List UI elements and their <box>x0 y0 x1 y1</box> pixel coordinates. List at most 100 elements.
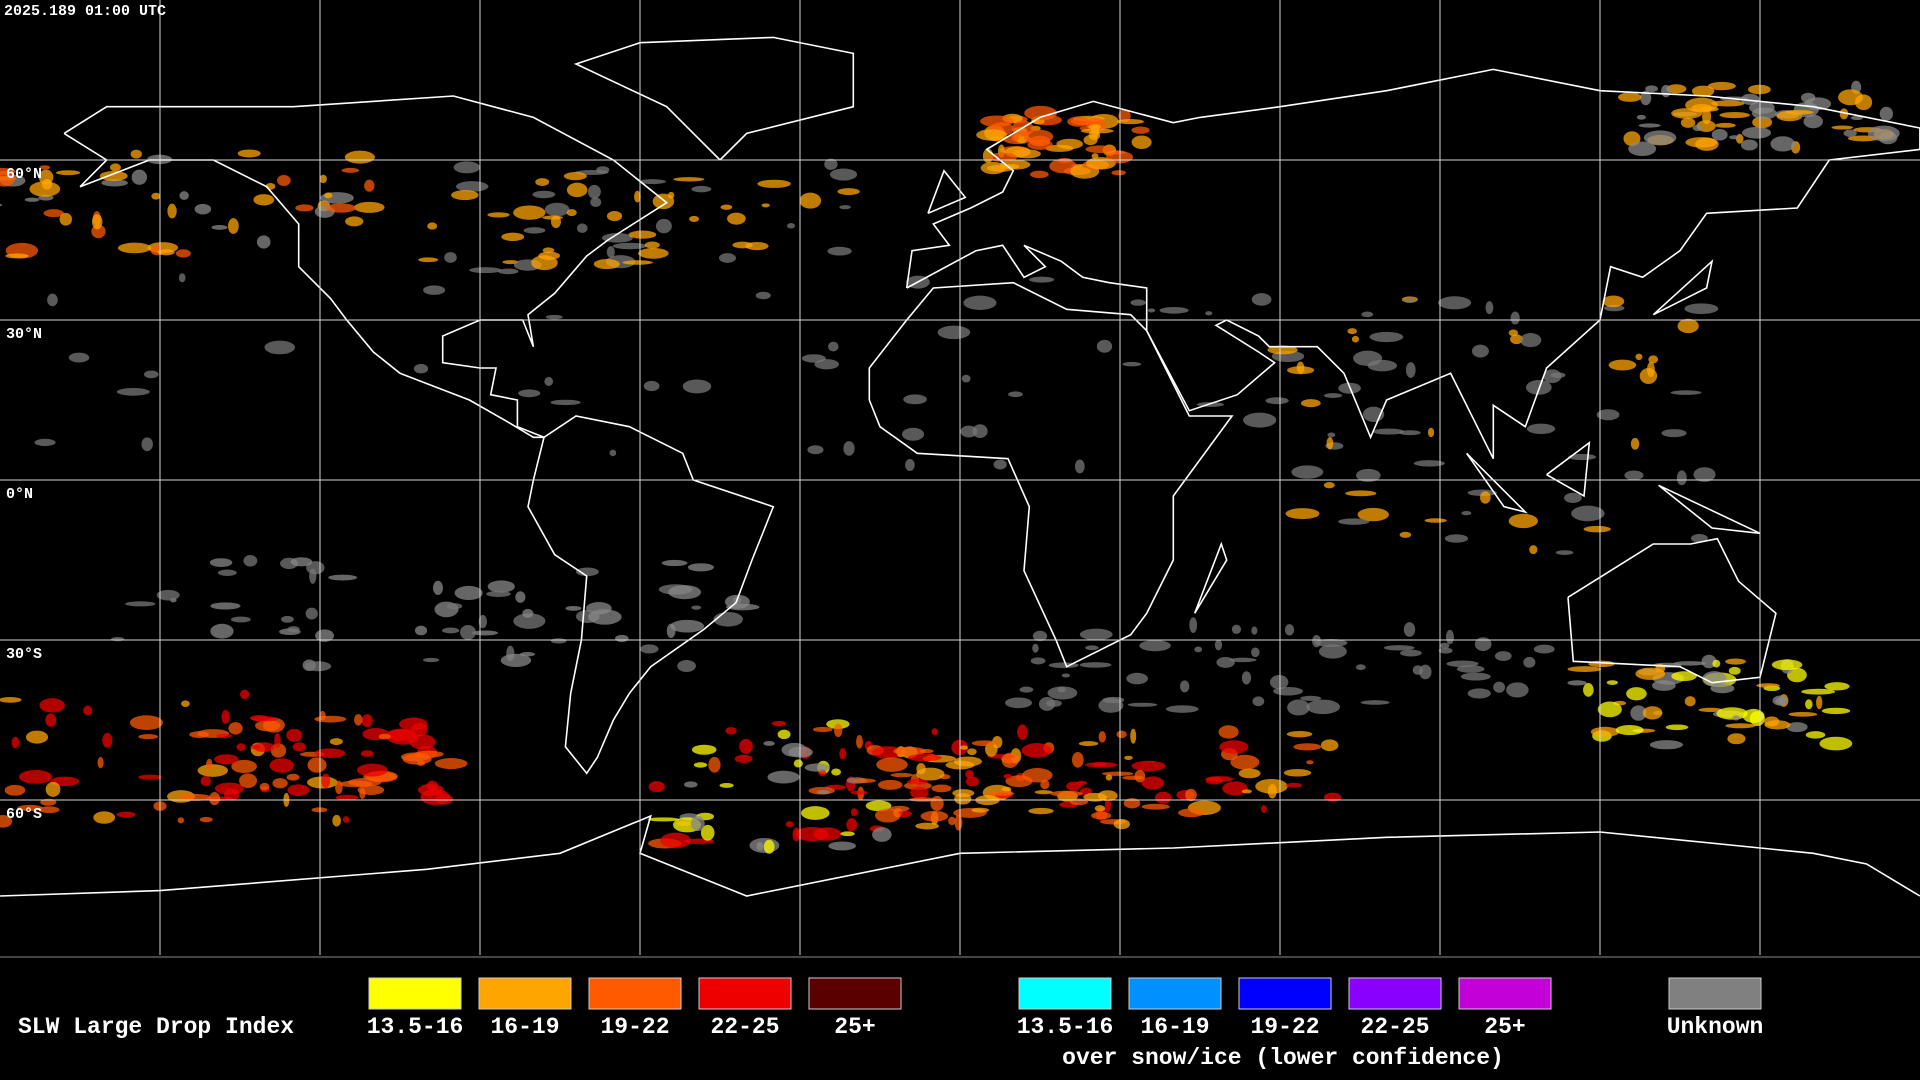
cloud-patch <box>1049 158 1077 174</box>
cloud-patch <box>971 807 990 813</box>
cloud-patch <box>1355 664 1366 671</box>
cloud-patch <box>993 459 1007 470</box>
cloud-patch <box>1067 116 1090 127</box>
cloud-patch <box>850 790 868 795</box>
cloud-patch <box>638 179 667 185</box>
cloud-patch <box>138 734 159 740</box>
cloud-patch <box>131 169 148 185</box>
cloud-patch <box>116 811 136 818</box>
cloud-patch <box>877 779 903 790</box>
cloud-patch <box>1461 511 1472 516</box>
cloud-patch <box>141 437 153 452</box>
cloud-patch <box>314 748 346 758</box>
cloud-patch <box>157 249 175 256</box>
cloud-patch <box>1427 427 1435 438</box>
cloud-patch <box>1076 780 1087 786</box>
legend-label: 13.5-16 <box>367 1014 464 1040</box>
cloud-patch <box>39 698 65 713</box>
cloud-patch <box>1327 432 1336 438</box>
cloud-patch <box>0 203 3 207</box>
cloud-patch <box>239 773 257 788</box>
cloud-patch <box>359 788 366 800</box>
cloud-patch <box>1088 124 1102 130</box>
cloud-patch <box>1028 807 1054 815</box>
latitude-label: 60°N <box>6 166 42 183</box>
cloud-patch <box>1047 686 1078 700</box>
cloud-patch <box>1085 762 1118 768</box>
cloud-patch <box>1445 629 1454 645</box>
cloud-patch <box>1205 311 1213 316</box>
cloud-patch <box>1372 428 1405 435</box>
cloud-patch <box>486 590 511 598</box>
cloud-patch <box>487 580 515 593</box>
cloud-patch <box>286 728 303 742</box>
cloud-patch <box>609 449 617 457</box>
cloud-patch <box>209 792 220 806</box>
legend-label: Unknown <box>1667 1014 1764 1040</box>
cloud-patch <box>648 781 665 793</box>
cloud-patch <box>360 750 374 758</box>
cloud-patch <box>272 778 288 789</box>
cloud-patch <box>1071 751 1084 768</box>
cloud-patch <box>693 762 708 768</box>
cloud-patch <box>1740 139 1758 151</box>
cloud-patch <box>757 179 791 188</box>
cloud-patch <box>1702 671 1727 687</box>
cloud-patch <box>1801 688 1836 695</box>
cloud-patch <box>1029 276 1055 283</box>
cloud-patch <box>588 609 622 625</box>
cloud-patch <box>231 759 257 774</box>
cloud-patch <box>253 742 275 753</box>
cloud-patch <box>478 614 488 629</box>
legend-swatch <box>588 977 682 1010</box>
cloud-patch <box>1843 129 1857 137</box>
cloud-patch <box>1729 135 1740 140</box>
cloud-patch <box>890 772 913 778</box>
cloud-patch <box>253 194 275 206</box>
cloud-patch <box>1506 682 1529 698</box>
cloud-patch <box>1286 730 1313 738</box>
cloud-patch <box>1141 776 1164 790</box>
cloud-patch <box>1711 100 1745 107</box>
cloud-patch <box>1670 390 1702 395</box>
cloud-patch <box>1446 660 1479 668</box>
cloud-patch <box>535 178 550 186</box>
coastline <box>0 814 1920 897</box>
cloud-patch <box>1638 123 1661 128</box>
cloud-patch <box>980 115 1014 127</box>
cloud-patch <box>469 267 502 274</box>
cloud-patch <box>24 197 40 202</box>
legend-title: SLW Large Drop Index <box>18 1014 294 1040</box>
cloud-patch <box>1178 808 1205 818</box>
cloud-patch <box>566 209 577 217</box>
cloud-patch <box>305 607 318 620</box>
cloud-patch <box>673 177 705 182</box>
cloud-patch <box>17 804 43 811</box>
cloud-patch <box>276 175 291 187</box>
cloud-patch <box>755 291 771 300</box>
cloud-patch <box>515 591 526 603</box>
cloud-patch <box>328 574 358 581</box>
cloud-patch <box>1238 768 1261 779</box>
cloud-patch <box>342 816 350 823</box>
cloud-patch <box>1748 84 1771 95</box>
latitude-label: 30°S <box>6 646 42 663</box>
cloud-patch <box>167 203 177 219</box>
cloud-patch <box>865 800 892 812</box>
cloud-patch <box>1300 695 1322 701</box>
cloud-patch <box>523 227 546 234</box>
cloud-patch <box>434 758 468 770</box>
cloud-patch <box>1229 657 1257 663</box>
cloud-patch <box>1676 470 1687 486</box>
cloud-patch <box>1251 647 1260 658</box>
cloud-patch <box>824 158 838 170</box>
cloud-patch <box>1399 430 1421 436</box>
cloud-patch <box>433 580 443 595</box>
cloud-patch <box>843 441 855 456</box>
cloud-patch <box>1438 647 1453 654</box>
cloud-patch <box>274 733 281 748</box>
cloud-patch <box>689 215 700 223</box>
cloud-patch <box>1347 328 1357 335</box>
cloud-patch <box>801 806 830 820</box>
cloud-patch <box>954 793 972 805</box>
